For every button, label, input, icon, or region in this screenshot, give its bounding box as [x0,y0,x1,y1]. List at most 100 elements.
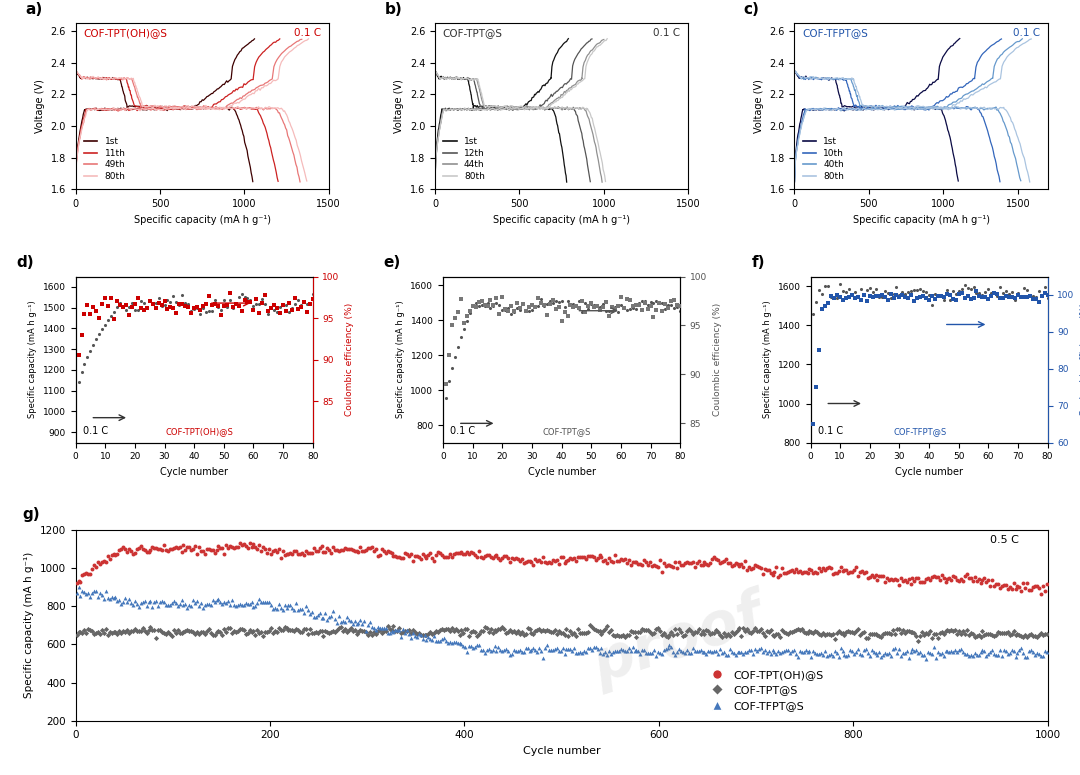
Point [389,625,406,638]
Point [598,557,616,570]
Point [387,625,404,638]
Point [968,287,985,299]
Point [645,310,662,322]
Point [103,309,120,322]
Point [73,627,91,639]
Point [891,291,908,304]
Point [79,298,96,311]
Point [919,572,936,584]
Point [179,540,197,553]
Point [278,305,295,317]
Point [514,298,531,310]
Point [271,307,288,319]
Point [559,643,577,656]
Point [362,542,379,554]
Point [669,562,686,574]
Point [381,546,399,558]
Point [997,645,1014,657]
Point [94,298,111,310]
Point [816,280,834,292]
Point [1003,644,1021,656]
Point [243,596,260,608]
Point [271,301,288,313]
Point [159,294,176,306]
Point [569,623,586,636]
Point [568,555,585,567]
Point [437,391,455,404]
Point [485,300,502,312]
Point [654,556,672,569]
Point [251,539,268,552]
Point [878,571,895,584]
Point [558,310,576,322]
Point [956,279,973,291]
Point [780,643,797,656]
Point [780,565,797,577]
Point [570,301,588,314]
Point [87,305,105,318]
Point [200,305,217,317]
Point [985,580,1002,592]
Point [841,625,859,638]
Point [789,651,807,663]
Point [632,648,649,660]
Point [470,295,487,308]
Point [443,622,460,634]
Point [544,297,562,309]
Point [606,301,623,313]
Point [484,552,501,564]
Point [923,298,941,311]
Point [365,625,382,638]
Point [210,593,227,605]
Point [972,577,989,590]
Point [404,555,421,567]
Point [661,639,678,651]
Point [289,548,307,560]
Point [95,554,112,567]
Point [307,611,324,623]
Point [355,625,373,637]
Point [984,629,1001,642]
Point [1016,651,1034,663]
Point [295,549,313,561]
Point [204,594,221,606]
Text: 0.5 C: 0.5 C [989,536,1018,546]
Point [537,556,554,568]
Point [816,300,834,312]
Point [421,632,438,645]
Point [1012,290,1029,302]
Point [566,627,583,639]
Point [71,625,90,638]
Point [894,624,912,636]
Point [1024,292,1041,305]
Point [227,541,244,553]
Point [855,643,873,656]
Point [559,553,577,566]
Point [305,611,322,623]
Point [153,543,171,556]
Point [835,284,852,297]
Point [604,301,621,313]
Point [958,568,975,580]
Point [476,549,494,562]
Point [556,301,573,313]
Point [353,625,372,637]
Point [956,292,973,305]
Point [295,607,313,619]
Point [556,305,573,318]
Point [374,543,391,556]
Point [183,625,200,637]
Point [126,595,144,608]
Point [464,300,482,312]
Point [907,571,924,584]
Point [927,628,944,640]
Point [268,603,285,615]
Point [600,645,618,657]
Point [793,623,810,636]
Point [374,627,391,639]
Point [912,629,929,642]
Point [982,580,999,592]
Point [870,646,888,658]
Point [421,625,438,638]
Point [958,623,975,636]
